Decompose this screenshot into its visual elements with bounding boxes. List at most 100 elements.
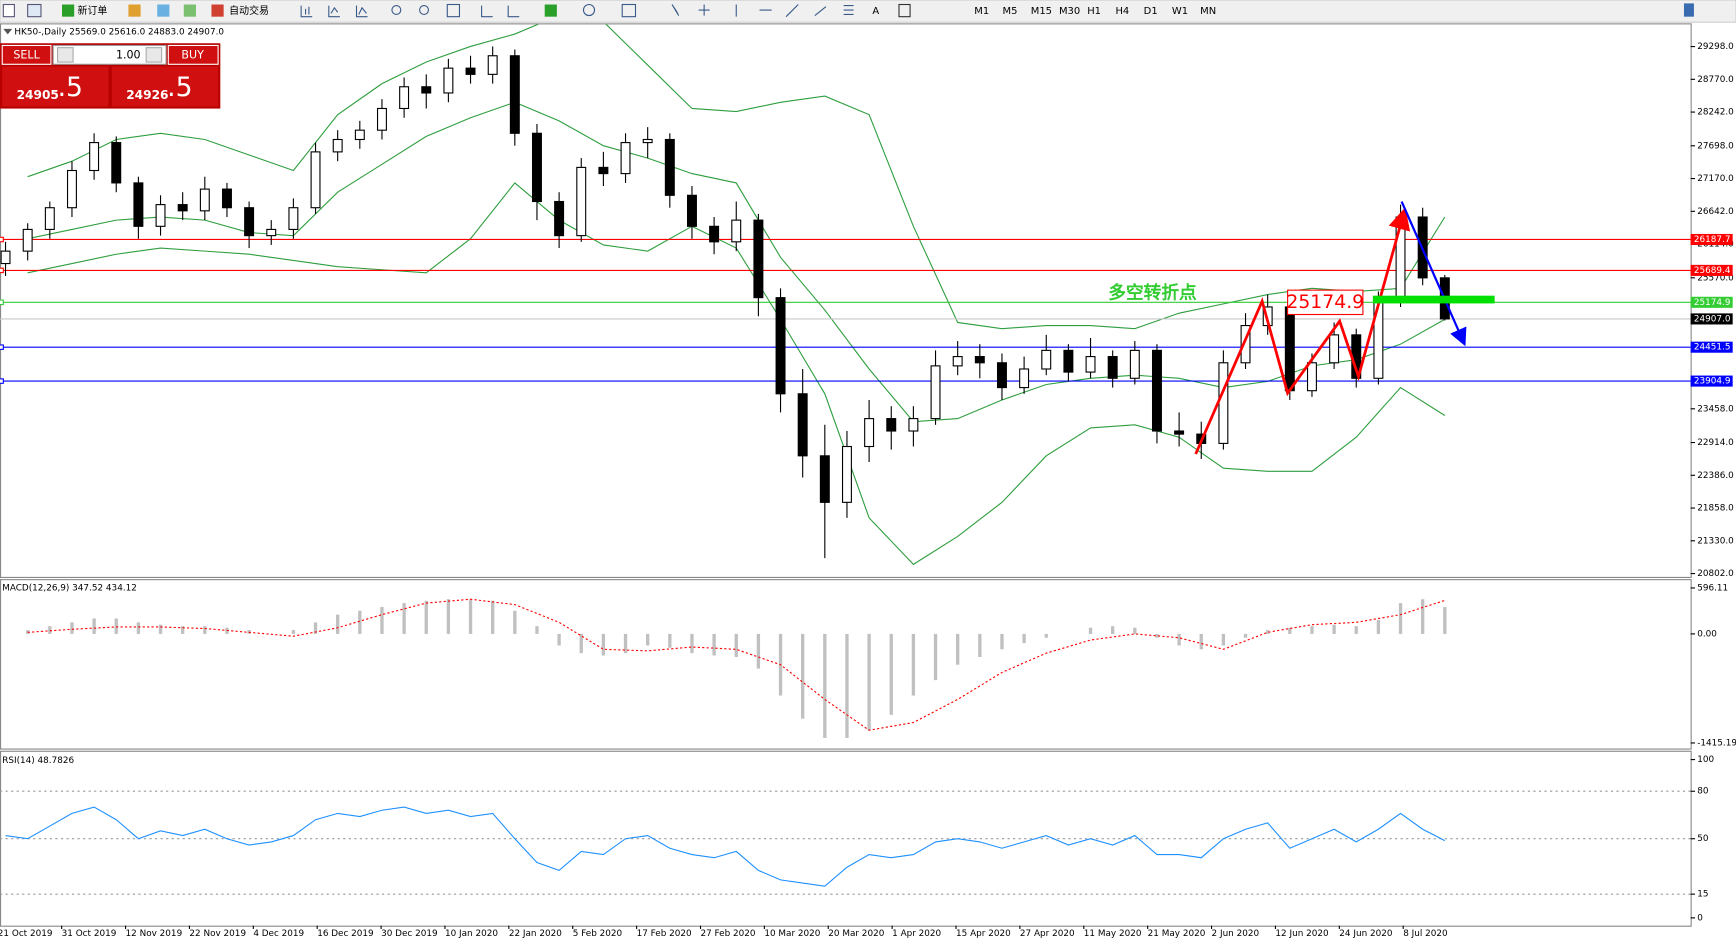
macd-bar: [1044, 633, 1048, 638]
icon[interactable]: [128, 4, 141, 17]
trade-panel: SELL 1.00 BUY 24905 .5 24926 .5: [0, 43, 221, 109]
buy-price-box[interactable]: [111, 66, 219, 107]
macd-bar: [1266, 630, 1270, 634]
x-tick-label: 27 Apr 2020: [1020, 929, 1075, 939]
icon[interactable]: [157, 4, 170, 17]
macd-bar: [911, 633, 916, 696]
candle-body: [1085, 356, 1096, 373]
buy-button[interactable]: [167, 44, 219, 65]
sell-label[interactable]: SELL: [13, 48, 40, 61]
x-tick-label: 22 Jan 2020: [509, 929, 562, 939]
candle-body: [531, 132, 542, 203]
sell-price-pip[interactable]: .5: [58, 72, 83, 103]
icon[interactable]: [582, 3, 596, 17]
level-anchor: [0, 378, 4, 384]
rsi-title: RSI(14) 48.7826: [2, 756, 74, 766]
candle-body: [399, 86, 410, 110]
macd-bar: [181, 626, 185, 634]
candle-body: [1284, 306, 1295, 392]
candle-body: [487, 55, 498, 75]
sell-button[interactable]: [1, 44, 52, 65]
candle-body: [996, 362, 1007, 389]
icon[interactable]: [355, 5, 368, 18]
candle-body: [841, 445, 852, 503]
y-tick-label: 29298.0: [1697, 42, 1734, 52]
y-tick-label: 21330.0: [1697, 536, 1734, 546]
x-tick-label: 21 May 2020: [1148, 929, 1206, 939]
x-tick-label: 22 Nov 2019: [189, 929, 246, 939]
icon[interactable]: [419, 5, 430, 16]
icon[interactable]: [27, 3, 42, 18]
timeframe-button[interactable]: H1: [1087, 6, 1101, 17]
icon[interactable]: [507, 5, 520, 18]
new-order-icon[interactable]: [62, 4, 75, 17]
icon[interactable]: [898, 3, 911, 18]
timeframe-button[interactable]: MN: [1200, 6, 1216, 17]
timeframe-button[interactable]: M1: [974, 6, 989, 17]
macd-plot: [26, 598, 1447, 738]
y-tick-label: -1415.19: [1697, 738, 1736, 748]
drawings: 多空转折点 25174.9: [1108, 201, 1495, 455]
autotrade-button[interactable]: 自动交易: [229, 4, 269, 17]
x-tick-label: 15 Apr 2020: [956, 929, 1011, 939]
candle-body: [709, 225, 720, 243]
lots-value[interactable]: 1.00: [116, 48, 141, 61]
blue-arrow: [1400, 201, 1467, 347]
macd-signal: [27, 598, 1445, 731]
macd-bar: [956, 633, 960, 665]
icon[interactable]: [481, 5, 493, 18]
macd-bar: [801, 633, 805, 719]
icon[interactable]: [446, 3, 461, 18]
level-label: 24451.5: [1694, 343, 1731, 353]
icon[interactable]: [671, 4, 680, 16]
x-tick-label: 8 Jul 2020: [1403, 929, 1448, 939]
new-order-button[interactable]: 新订单: [78, 4, 108, 17]
y-tick-label: 80: [1697, 787, 1709, 797]
icon[interactable]: [391, 5, 402, 16]
search-icon[interactable]: [1683, 3, 1694, 17]
macd-bar: [313, 622, 318, 634]
sell-price[interactable]: 24905: [17, 88, 59, 102]
macd-bar: [690, 633, 694, 654]
annotation-price: 25174.9: [1286, 292, 1364, 313]
sell-price-box[interactable]: [2, 66, 109, 107]
icon[interactable]: [621, 3, 637, 18]
candle-body: [864, 418, 875, 448]
icon[interactable]: [698, 4, 710, 16]
icon[interactable]: [300, 5, 313, 18]
y-tick-label: 20802.0: [1697, 569, 1734, 579]
y-tick-label: 22386.0: [1697, 471, 1734, 481]
candle-body: [310, 151, 321, 209]
macd-bar: [1022, 633, 1026, 644]
icon[interactable]: [328, 5, 340, 18]
lots-increase[interactable]: [145, 47, 163, 63]
lots-decrease[interactable]: [57, 47, 74, 63]
icon[interactable]: [735, 4, 854, 18]
lots-input[interactable]: [52, 44, 167, 65]
icon[interactable]: [544, 4, 557, 17]
x-tick-label: 4 Dec 2019: [253, 929, 304, 939]
buy-price[interactable]: 24926: [126, 88, 168, 102]
timeframe-button[interactable]: M5: [1003, 6, 1018, 17]
tool-icons: [300, 3, 854, 18]
candle-body: [1329, 334, 1340, 364]
candle-body: [1129, 349, 1140, 379]
timeframe-button[interactable]: M30: [1059, 6, 1080, 17]
buy-price-pip[interactable]: .5: [167, 72, 192, 103]
macd-bar: [158, 624, 163, 634]
y-tick-label: 0.00: [1697, 629, 1717, 639]
level-label: 25689.4: [1694, 266, 1731, 276]
timeframe-button[interactable]: D1: [1144, 6, 1158, 17]
macd-bar: [535, 626, 539, 634]
timeframe-button[interactable]: W1: [1172, 6, 1188, 17]
level-anchor: [0, 344, 4, 350]
buy-label[interactable]: BUY: [181, 48, 204, 61]
icon[interactable]: [183, 4, 196, 17]
macd-bar: [380, 606, 384, 634]
timeframe-button[interactable]: H4: [1115, 6, 1129, 17]
autotrade-icon[interactable]: [211, 4, 224, 17]
timeframe-button[interactable]: M15: [1031, 6, 1052, 17]
text-tool[interactable]: A: [872, 6, 879, 17]
icon[interactable]: [2, 3, 15, 18]
